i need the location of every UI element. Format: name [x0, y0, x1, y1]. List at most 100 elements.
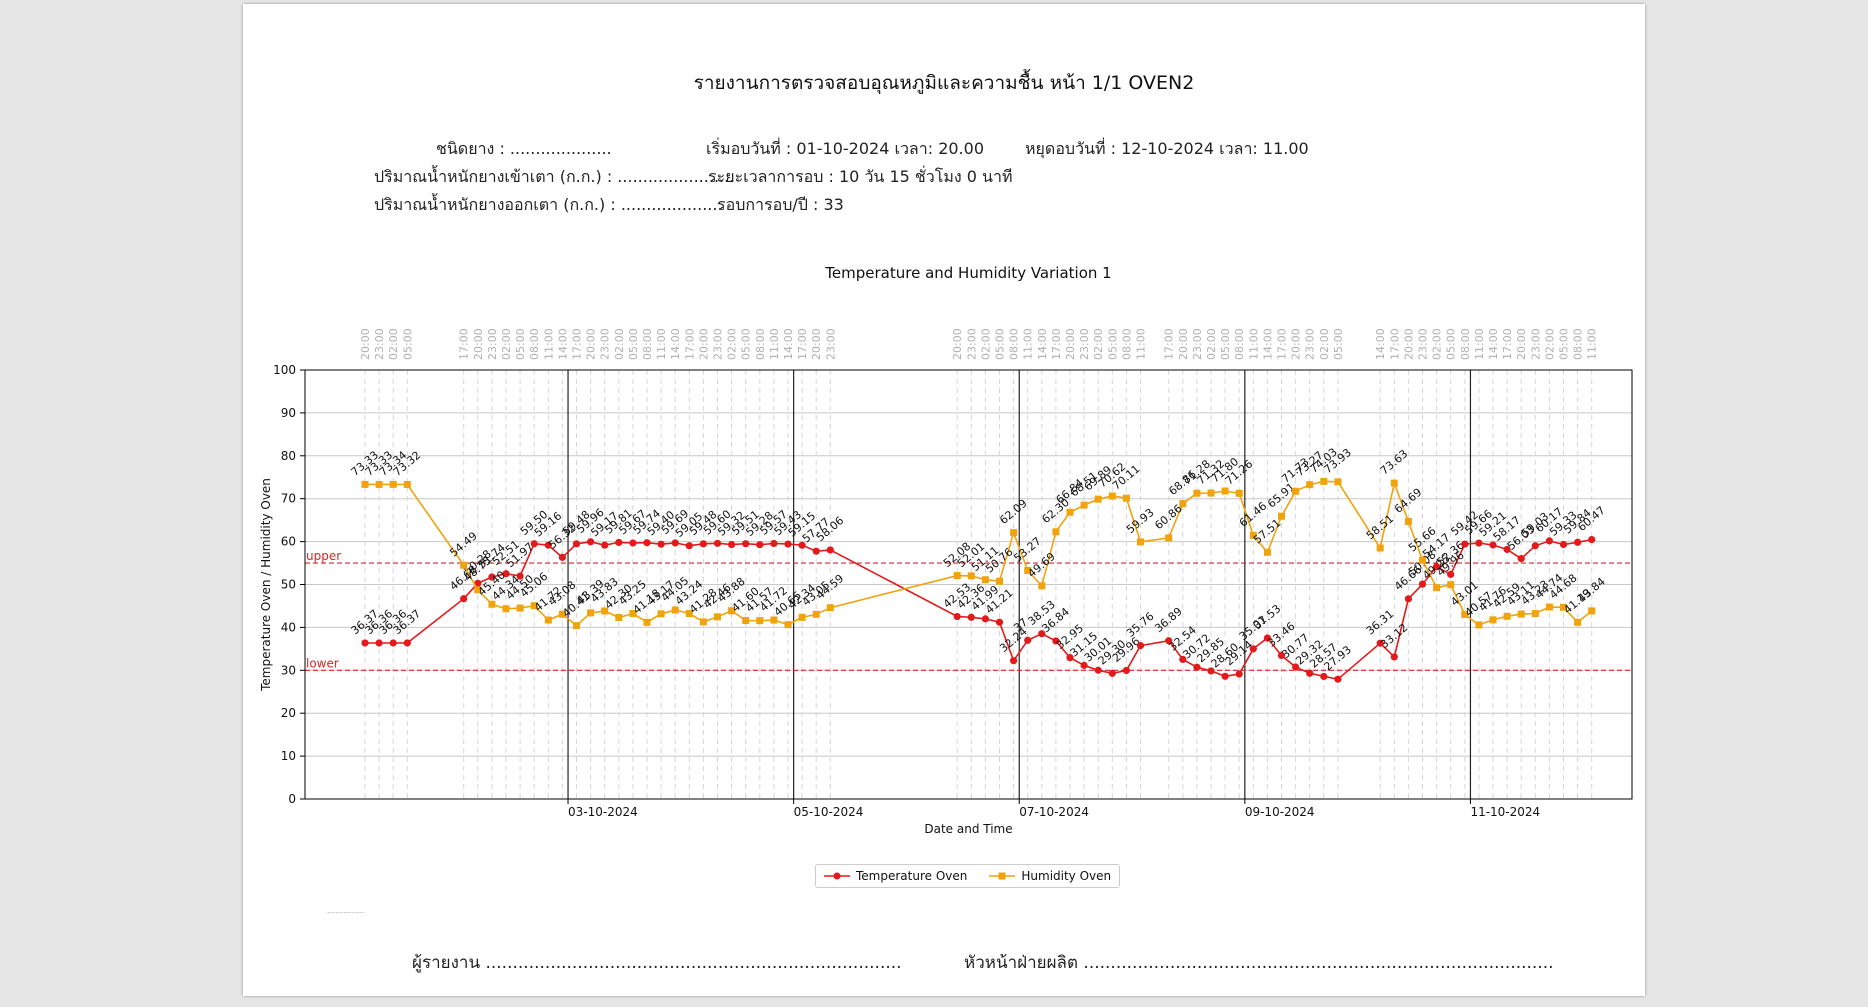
data-point — [770, 539, 778, 548]
data-point — [1136, 641, 1145, 650]
data-point — [798, 613, 806, 621]
y-tick-label: 10 — [281, 749, 296, 763]
data-point — [1052, 528, 1060, 536]
top-time-label: 20:00 — [1064, 328, 1077, 360]
data-point — [474, 579, 482, 587]
data-point — [1503, 612, 1511, 620]
y-tick-label: 20 — [281, 706, 296, 720]
data-point — [967, 572, 975, 580]
data-point — [389, 639, 397, 647]
data-point — [1024, 636, 1032, 644]
data-point — [1122, 494, 1130, 502]
data-point — [671, 606, 679, 614]
data-point — [770, 616, 778, 624]
data-point — [1292, 487, 1300, 495]
top-time-label: 23:00 — [1304, 328, 1317, 360]
top-time-label: 11:00 — [1586, 328, 1599, 360]
top-time-label: 08:00 — [1459, 328, 1472, 360]
top-time-label: 05:00 — [1445, 328, 1458, 360]
data-point — [1574, 618, 1582, 626]
data-point — [1066, 654, 1074, 662]
top-time-label: 23:00 — [824, 328, 837, 360]
data-point — [1179, 500, 1187, 508]
data-point — [1263, 634, 1271, 642]
production-head-signature-line: หัวหน้าฝ่ายผลิต ........................… — [964, 953, 1554, 973]
top-time-label: 11:00 — [542, 328, 555, 360]
data-point — [1433, 584, 1441, 592]
data-point — [1010, 657, 1018, 665]
data-point — [558, 610, 566, 618]
temperature-humidity-chart: Temperature and Humidity Variation 1 0 10 2… — [259, 264, 1633, 836]
top-time-label: 02:00 — [1092, 328, 1105, 360]
top-time-label: 05:00 — [627, 328, 640, 360]
x-date-tick-label: 11-10-2024 — [1470, 805, 1540, 819]
x-date-tick-label: 09-10-2024 — [1245, 805, 1315, 819]
data-point — [460, 595, 468, 603]
data-point — [572, 540, 581, 548]
x-date-tick-label: 05-10-2024 — [794, 805, 864, 819]
data-point — [375, 639, 383, 647]
data-point — [713, 539, 722, 547]
data-point — [558, 553, 566, 561]
top-time-label: 02:00 — [387, 328, 400, 360]
top-time-label: 02:00 — [613, 328, 626, 360]
data-point — [1052, 637, 1060, 645]
plot-frame — [304, 369, 1633, 800]
top-time-label: 23:00 — [1417, 328, 1430, 360]
data-point — [587, 609, 595, 617]
weight-out-field: ปริมาณน้ำหนักยางออกเตา (ก.ก.) : ........… — [374, 195, 723, 214]
data-point — [629, 609, 637, 617]
data-point — [1447, 581, 1455, 589]
data-point — [812, 610, 820, 618]
data-point — [995, 618, 1004, 626]
data-point — [1461, 610, 1469, 618]
data-point — [1108, 492, 1116, 500]
data-label: 62.09 — [997, 497, 1029, 527]
top-time-label: 17:00 — [1276, 328, 1289, 360]
top-time-label: 14:00 — [669, 328, 682, 360]
data-point — [1588, 535, 1596, 544]
data-point — [488, 573, 496, 581]
reporter-signature-line: ผู้รายงาน ..............................… — [412, 953, 902, 973]
y-tick-label: 100 — [273, 363, 296, 377]
data-point — [699, 618, 707, 626]
report-page: รายงานการตรวจสอบอุณหภูมิและความชื้น หน้า… — [243, 4, 1645, 996]
top-time-label: 05:00 — [1332, 328, 1345, 360]
data-point — [1503, 545, 1511, 554]
top-time-label: 17:00 — [796, 328, 809, 360]
top-time-label: 02:00 — [726, 328, 739, 360]
data-point — [685, 610, 693, 618]
data-point — [1531, 542, 1539, 550]
data-point — [1094, 495, 1102, 503]
data-point — [1489, 541, 1497, 549]
top-time-label: 20:00 — [1515, 328, 1528, 360]
top-time-label: 23:00 — [965, 328, 978, 360]
data-point — [474, 586, 482, 594]
top-time-label: 17:00 — [683, 328, 696, 360]
data-point — [798, 541, 806, 549]
top-time-label: 08:00 — [641, 328, 654, 360]
data-point — [699, 540, 707, 548]
data-point — [1559, 540, 1568, 549]
chart-legend: Temperature Oven Humidity Oven — [815, 864, 1121, 888]
top-time-label: 08:00 — [1008, 328, 1021, 360]
data-point — [1334, 478, 1342, 486]
data-point — [1066, 508, 1074, 516]
top-time-label: 23:00 — [486, 328, 499, 360]
top-time-label: 20:00 — [1177, 328, 1190, 360]
data-point — [615, 538, 623, 547]
data-point — [544, 541, 552, 549]
top-time-label: 14:00 — [556, 328, 569, 360]
data-point — [756, 541, 764, 549]
top-time-label: 23:00 — [1529, 328, 1542, 360]
tiny-note: ........................ — [326, 909, 365, 915]
data-point — [1080, 501, 1088, 509]
data-point — [1137, 538, 1144, 546]
data-point — [1588, 607, 1596, 615]
data-point — [544, 616, 552, 624]
data-point — [1306, 481, 1314, 489]
data-point — [502, 570, 510, 578]
data-point — [1404, 517, 1412, 525]
top-time-label: 17:00 — [1163, 328, 1176, 360]
legend-marker-humidity — [989, 872, 1016, 880]
